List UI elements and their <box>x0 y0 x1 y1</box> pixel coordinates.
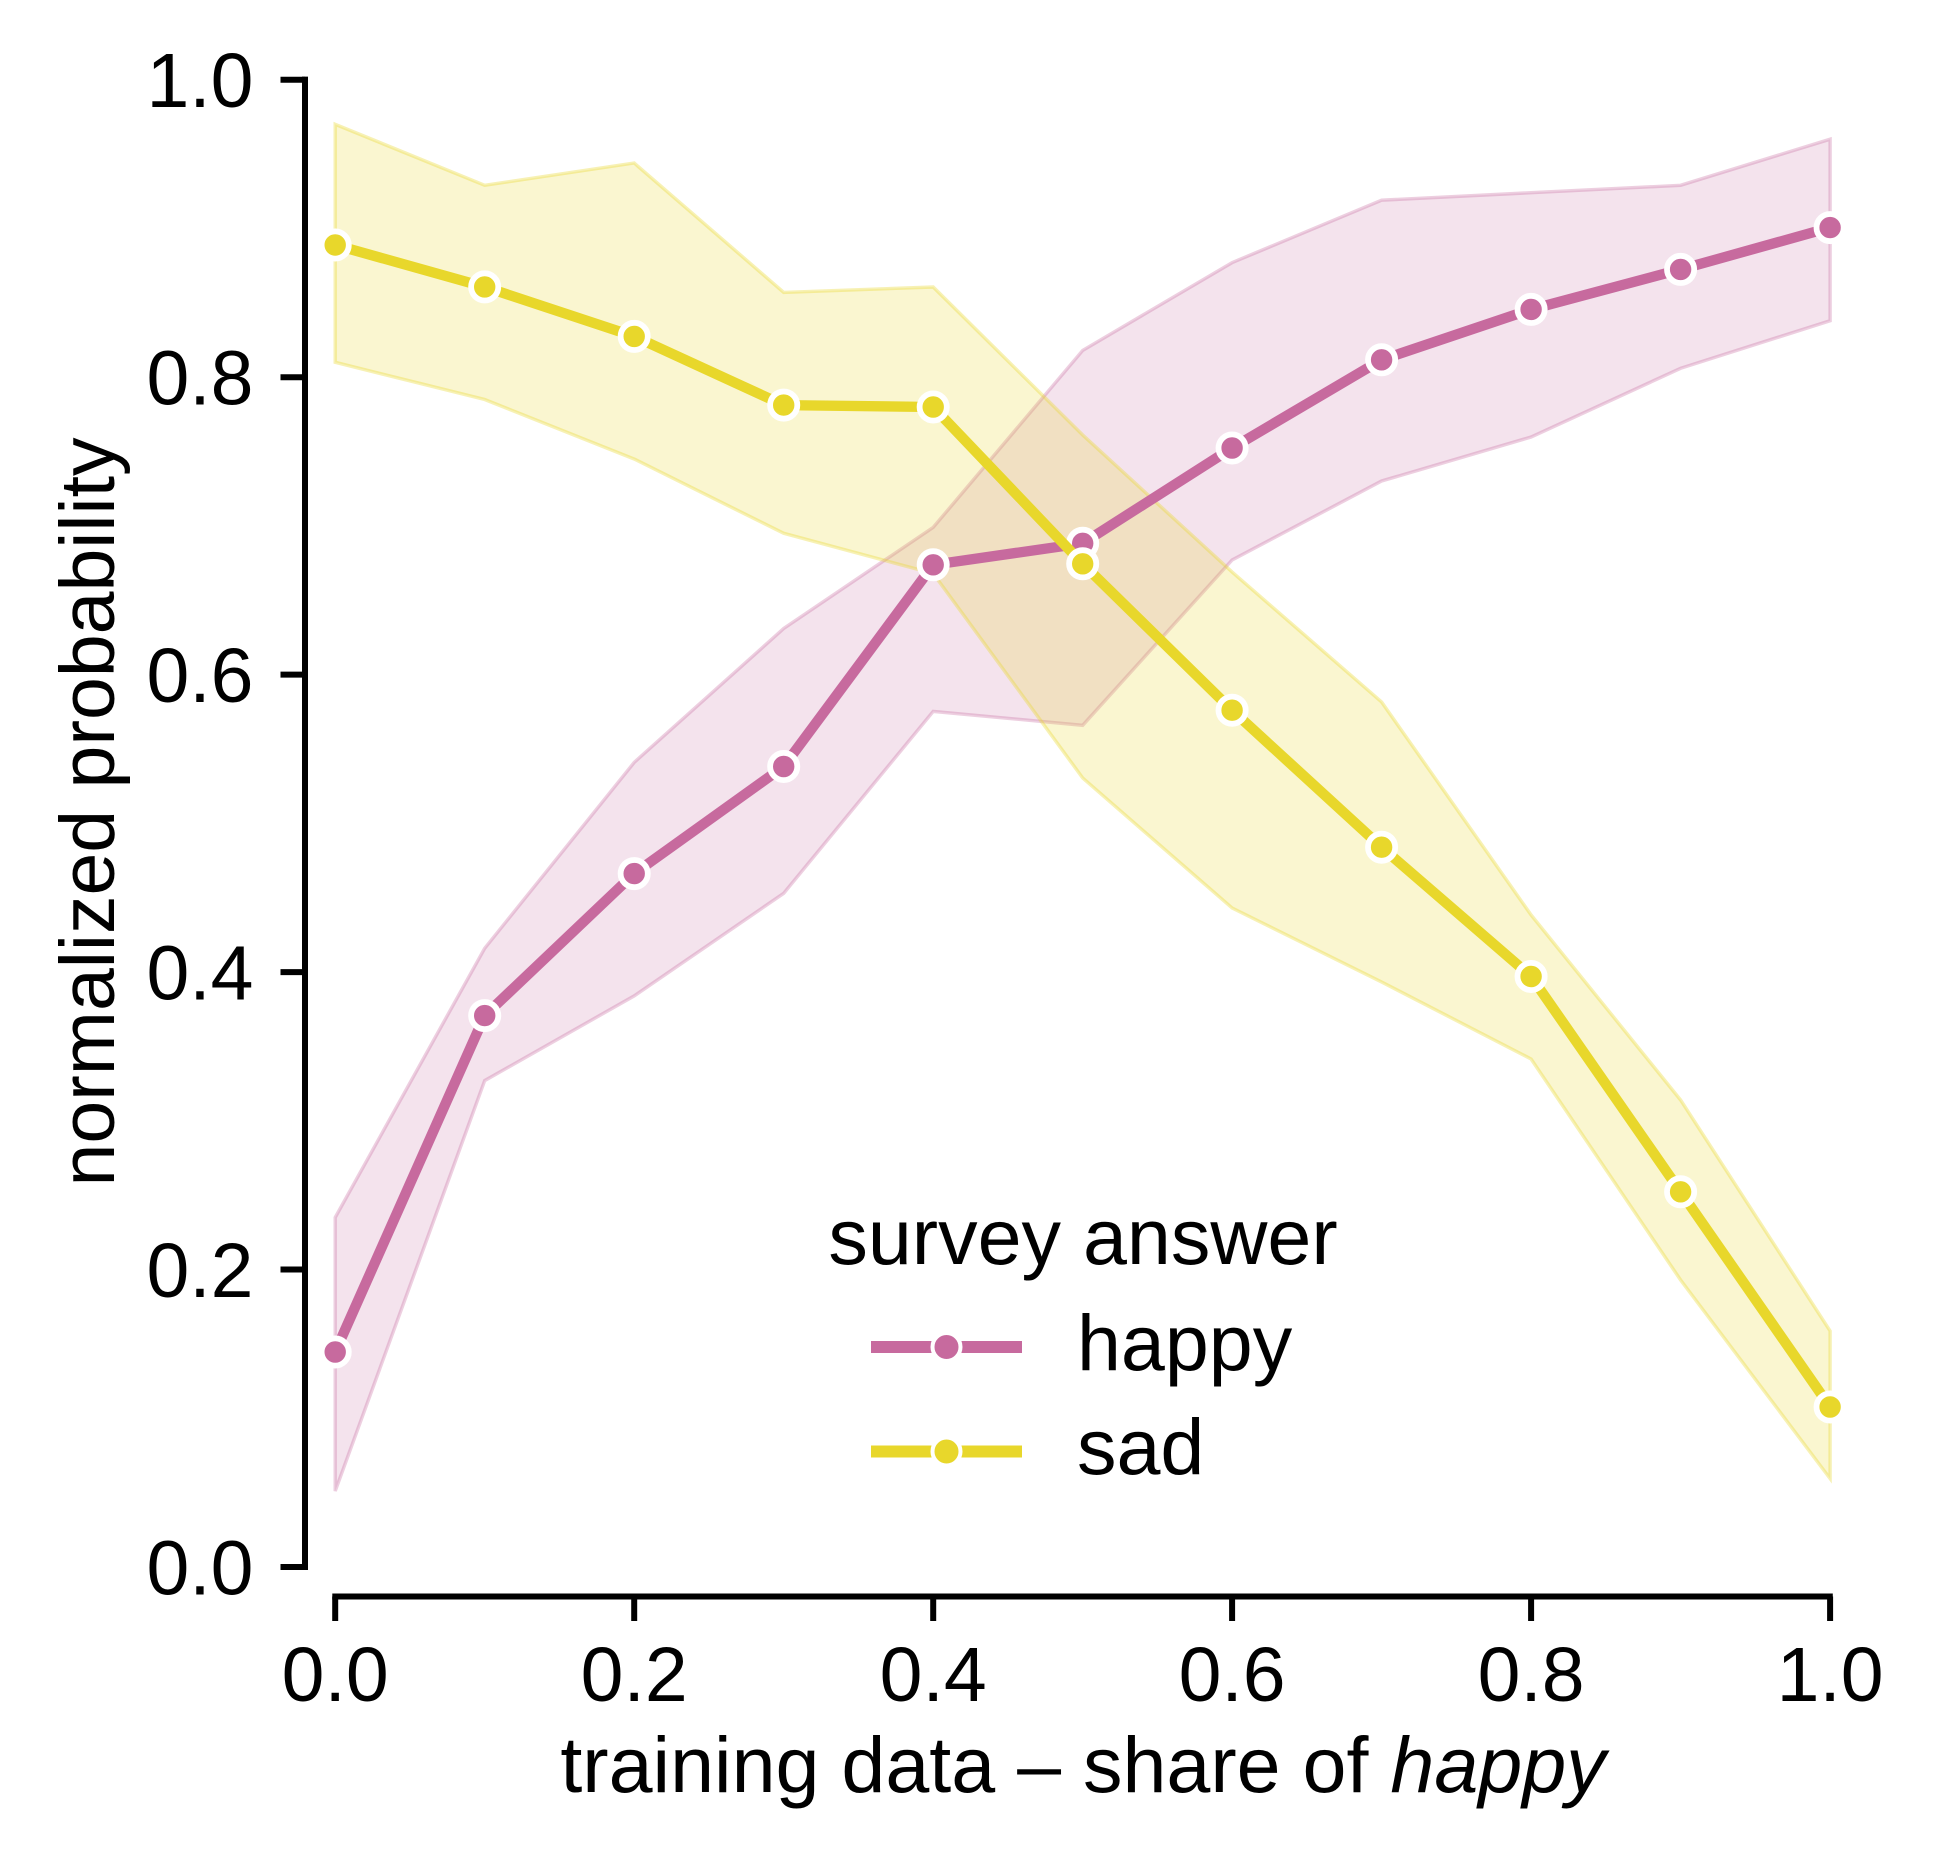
svg-text:happy: happy <box>1077 1298 1293 1387</box>
svg-text:0.2: 0.2 <box>581 1632 688 1718</box>
svg-text:0.0: 0.0 <box>282 1632 389 1718</box>
svg-text:0.0: 0.0 <box>146 1525 253 1611</box>
svg-text:normalized probability: normalized probability <box>45 437 131 1186</box>
svg-text:0.2: 0.2 <box>146 1228 253 1314</box>
svg-text:0.4: 0.4 <box>880 1632 987 1718</box>
svg-text:0.6: 0.6 <box>146 633 253 719</box>
svg-text:1.0: 1.0 <box>1777 1632 1884 1718</box>
svg-text:0.4: 0.4 <box>146 930 253 1016</box>
svg-text:training data – share of happy: training data – share of happy <box>560 1720 1610 1809</box>
svg-text:1.0: 1.0 <box>146 38 253 124</box>
svg-text:sad: sad <box>1077 1402 1204 1491</box>
svg-text:0.8: 0.8 <box>146 336 253 422</box>
svg-text:survey answer: survey answer <box>828 1192 1337 1281</box>
svg-text:0.6: 0.6 <box>1179 1632 1286 1718</box>
svg-text:0.8: 0.8 <box>1478 1632 1585 1718</box>
